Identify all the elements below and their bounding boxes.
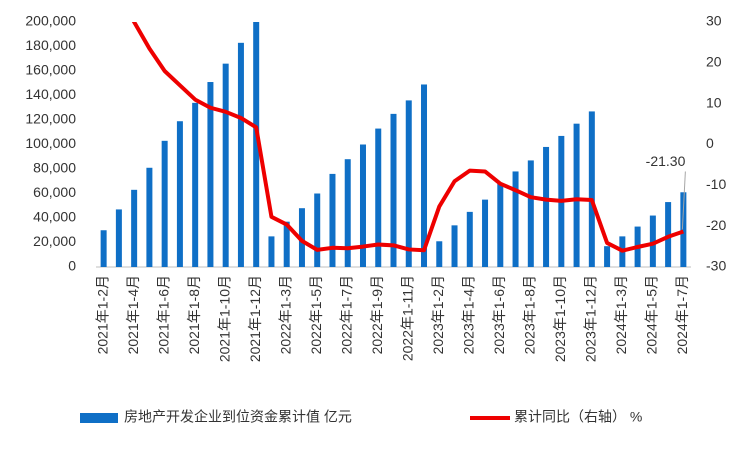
y2-tick-label: 10 bbox=[706, 94, 722, 110]
bar bbox=[573, 123, 580, 267]
bar bbox=[344, 159, 351, 267]
annotation-leader bbox=[681, 171, 686, 230]
y-tick-label: 120,000 bbox=[25, 111, 76, 127]
bar bbox=[329, 173, 336, 267]
x-tick-label: 2023年1-2月 bbox=[430, 275, 446, 354]
y-tick-label: 160,000 bbox=[25, 62, 76, 78]
bar bbox=[131, 189, 138, 267]
bar bbox=[192, 102, 199, 267]
bar bbox=[405, 100, 412, 267]
x-tick-label: 2023年1-12月 bbox=[583, 275, 599, 362]
bar bbox=[604, 246, 611, 267]
y-tick-label: 60,000 bbox=[33, 184, 76, 200]
bar bbox=[298, 208, 305, 267]
bar bbox=[588, 111, 595, 267]
bar bbox=[527, 160, 534, 267]
bar bbox=[375, 128, 382, 267]
y2-tick-label: 0 bbox=[706, 135, 714, 151]
bar bbox=[665, 202, 672, 267]
y-tick-label: 80,000 bbox=[33, 160, 76, 176]
y-tick-label: 140,000 bbox=[25, 86, 76, 102]
bar bbox=[466, 211, 473, 267]
x-tick-label: 2024年1-3月 bbox=[613, 275, 629, 354]
x-tick-label: 2022年1-5月 bbox=[308, 275, 324, 354]
bar bbox=[146, 167, 153, 267]
bar bbox=[161, 140, 168, 267]
y2-tick-label: -20 bbox=[706, 217, 726, 233]
bar bbox=[359, 144, 366, 267]
bar bbox=[436, 241, 443, 267]
x-tick-label: 2022年1-11月 bbox=[399, 275, 415, 361]
x-tick-label: 2024年1-5月 bbox=[644, 275, 660, 354]
bar bbox=[268, 236, 275, 267]
bar bbox=[421, 84, 428, 267]
bar bbox=[451, 225, 458, 267]
data-label: -21.30 bbox=[646, 153, 686, 169]
y-tick-label: 40,000 bbox=[33, 209, 76, 225]
y2-tick-label: 30 bbox=[706, 13, 722, 29]
bar bbox=[283, 221, 290, 267]
x-tick-label: 2023年1-10月 bbox=[552, 275, 568, 362]
x-tick-label: 2024年1-7月 bbox=[674, 275, 690, 354]
bar bbox=[100, 230, 107, 267]
y2-tick-label: -10 bbox=[706, 176, 726, 192]
bar bbox=[207, 82, 214, 267]
x-tick-label: 2021年1-4月 bbox=[125, 275, 141, 354]
y-tick-label: 200,000 bbox=[25, 13, 76, 29]
x-tick-label: 2022年1-7月 bbox=[338, 275, 354, 354]
line bbox=[131, 22, 685, 253]
bar bbox=[115, 209, 122, 267]
bar bbox=[497, 183, 504, 267]
x-tick-label: 2022年1-9月 bbox=[369, 275, 385, 354]
x-tick-label: 2023年1-6月 bbox=[491, 275, 507, 354]
bar bbox=[253, 22, 260, 267]
x-tick-label: 2023年1-4月 bbox=[460, 275, 476, 354]
x-tick-label: 2021年1-2月 bbox=[94, 275, 110, 354]
legend-label: 累计同比（右轴） % bbox=[514, 409, 642, 425]
plot-area bbox=[100, 22, 687, 267]
bar bbox=[390, 113, 397, 267]
x-tick-label: 2022年1-3月 bbox=[277, 275, 293, 354]
x-tick-label: 2021年1-12月 bbox=[247, 275, 263, 362]
x-tick-label: 2021年1-8月 bbox=[186, 275, 202, 354]
legend-swatch bbox=[80, 413, 118, 423]
bar bbox=[237, 42, 244, 267]
y2-tick-label: 20 bbox=[706, 54, 722, 70]
x-tick-label: 2023年1-8月 bbox=[522, 275, 538, 354]
bar bbox=[543, 146, 550, 267]
bar bbox=[314, 193, 321, 267]
bar bbox=[680, 192, 687, 267]
y-tick-label: 20,000 bbox=[33, 233, 76, 249]
bar bbox=[649, 215, 656, 267]
bar bbox=[482, 199, 489, 267]
y-tick-label: 180,000 bbox=[25, 37, 76, 53]
x-tick-label: 2021年1-10月 bbox=[216, 275, 232, 362]
bar bbox=[222, 63, 229, 267]
bar bbox=[176, 121, 183, 267]
legend-label: 房地产开发企业到位资金累计值 亿元 bbox=[124, 409, 352, 425]
bar bbox=[512, 171, 519, 267]
y-tick-label: 0 bbox=[68, 258, 76, 274]
x-tick-label: 2021年1-6月 bbox=[155, 275, 171, 354]
y2-tick-label: -30 bbox=[706, 258, 726, 274]
y-tick-label: 100,000 bbox=[25, 135, 76, 151]
